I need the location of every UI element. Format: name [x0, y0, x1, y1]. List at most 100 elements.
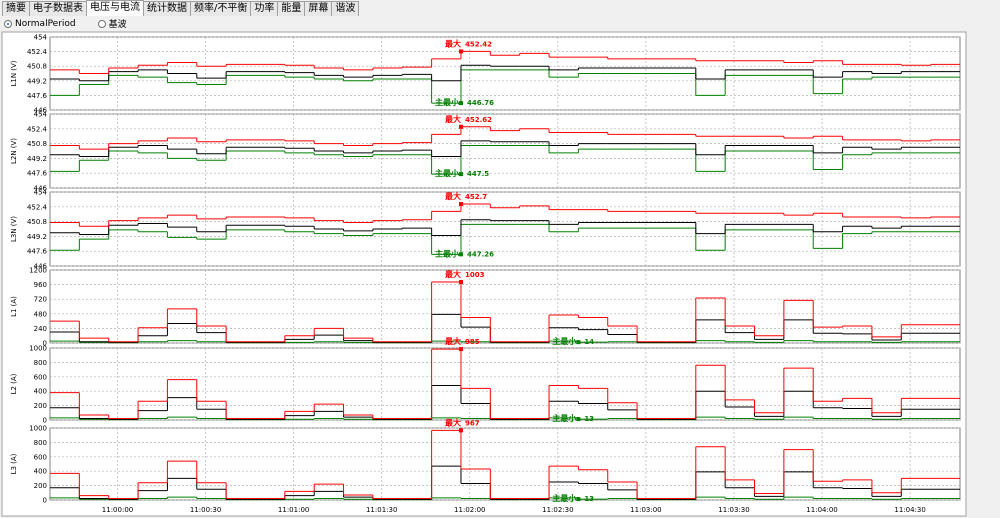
- annotation-label: 最大: [445, 336, 461, 346]
- y-tick-label: 0: [43, 417, 47, 425]
- annotation-marker: [458, 172, 463, 177]
- plot-frame: [49, 269, 961, 344]
- y-tick-label: 1200: [29, 267, 47, 275]
- annotation-marker: [458, 49, 463, 54]
- y-tick-label: 450.8: [27, 218, 47, 226]
- y-tick-label: 720: [34, 296, 47, 304]
- chart-panel: L2N (V) 446 447.6 449.2 450.8 452.4 454 最大 452.6…: [10, 111, 961, 193]
- tab[interactable]: 谐波: [331, 1, 360, 16]
- annotation-label: 主最小: [435, 168, 459, 178]
- y-tick-label: 449.2: [27, 155, 47, 163]
- tab[interactable]: 电压与电流: [86, 0, 144, 16]
- y-tick-label: 454: [34, 189, 48, 197]
- annotation-marker: [458, 279, 463, 284]
- plot-frame: [49, 191, 961, 267]
- radio-option[interactable]: NormalPeriod: [4, 17, 76, 30]
- y-tick-label: 446: [34, 185, 48, 193]
- y-tick-label: 1000: [29, 345, 47, 353]
- annotation-value: 452.62: [465, 116, 492, 124]
- y-tick-label: 446: [34, 107, 48, 115]
- annotation-label: 主最小: [435, 97, 459, 107]
- y-axis-label: L1 (A): [10, 296, 18, 317]
- x-tick-label: 11:01:00: [278, 506, 309, 514]
- annotation-value: 14: [584, 338, 594, 346]
- annotation-label: 最大: [445, 269, 461, 279]
- annotation-marker: [458, 347, 463, 352]
- annotation-value: 447.5: [467, 170, 489, 178]
- annotation-marker: [458, 252, 463, 257]
- plot-frame: [49, 36, 961, 111]
- y-tick-label: 240: [34, 325, 47, 333]
- chart-panel: L2 (A) 0 200 400 600 800 1000 最大 985 主最小 13: [10, 336, 961, 425]
- x-tick-label: 11:00:00: [102, 506, 133, 514]
- x-tick-label: 11:00:30: [190, 506, 221, 514]
- annotation-value: 13: [584, 415, 594, 423]
- y-tick-label: 0: [43, 340, 47, 348]
- y-tick-label: 400: [34, 468, 47, 476]
- annotation-label: 最大: [445, 114, 461, 124]
- tab-bar: 摘要 电子数据表 电压与电流 统计数据 频率/不平衡 功率 能量 屏幕 谐波: [2, 0, 360, 16]
- y-tick-label: 452.4: [27, 125, 48, 133]
- y-tick-label: 400: [34, 388, 47, 396]
- annotation-value: 447.26: [467, 250, 494, 258]
- x-tick-label: 11:03:00: [630, 506, 661, 514]
- y-tick-label: 452.4: [27, 48, 48, 56]
- annotation-value: 1003: [465, 271, 485, 279]
- plot-frame: [49, 113, 961, 189]
- y-tick-label: 480: [34, 310, 47, 318]
- y-tick-label: 1000: [29, 425, 47, 433]
- y-tick-label: 454: [34, 111, 48, 119]
- y-tick-label: 0: [43, 497, 47, 505]
- chart-panel: L3 (A) 0 200 400 600 800 1000 11:00:00 11:00:30 1…: [10, 417, 961, 514]
- annotation-marker: [458, 202, 463, 207]
- y-tick-label: 200: [34, 402, 47, 410]
- plot-frame: [49, 427, 961, 501]
- annotation-value: 985: [465, 338, 480, 346]
- x-tick-label: 11:01:30: [366, 506, 397, 514]
- y-axis-label: L2N (V): [10, 138, 18, 164]
- annotation-value: 446.76: [467, 99, 494, 107]
- x-tick-label: 11:04:00: [806, 506, 837, 514]
- radio-label: NormalPeriod: [15, 18, 76, 29]
- annotation-marker: [576, 417, 581, 422]
- y-axis-label: L1N (V): [10, 60, 18, 86]
- y-tick-label: 449.2: [27, 77, 47, 85]
- annotation-marker: [576, 497, 581, 502]
- annotation-value: 967: [465, 419, 480, 427]
- annotation-value: 452.42: [465, 40, 492, 48]
- y-tick-label: 452.4: [27, 203, 48, 211]
- annotation-marker: [458, 124, 463, 129]
- y-tick-label: 960: [34, 281, 47, 289]
- y-tick-label: 446: [34, 263, 48, 271]
- y-tick-label: 200: [34, 482, 47, 490]
- y-tick-label: 449.2: [27, 233, 47, 241]
- chart-panel: L3N (V) 446 447.6 449.2 450.8 452.4 454 最大 452.7…: [10, 189, 961, 271]
- plot-frame: [49, 347, 961, 421]
- y-axis-label: L3 (A): [10, 453, 18, 474]
- y-tick-label: 454: [34, 34, 48, 42]
- radio-option[interactable]: 基波: [97, 17, 127, 30]
- annotation-label: 主最小: [435, 248, 459, 258]
- y-axis-label: L2 (A): [10, 373, 18, 394]
- y-tick-label: 450.8: [27, 140, 47, 148]
- y-axis-label: L3N (V): [10, 216, 18, 242]
- y-tick-label: 450.8: [27, 63, 47, 71]
- annotation-value: 13: [584, 495, 594, 503]
- annotation-label: 最大: [445, 191, 461, 201]
- y-tick-label: 447.6: [27, 92, 48, 100]
- radio-dot[interactable]: [4, 19, 12, 28]
- x-tick-label: 11:03:30: [718, 506, 749, 514]
- annotation-marker: [458, 428, 463, 433]
- y-tick-label: 447.6: [27, 248, 48, 256]
- annotation-marker: [576, 340, 581, 345]
- y-tick-label: 800: [34, 359, 47, 367]
- annotation-marker: [458, 101, 463, 106]
- annotation-label: 最大: [445, 38, 461, 48]
- x-tick-label: 11:04:30: [894, 506, 925, 514]
- radio-row: NormalPeriod 基波: [4, 17, 127, 30]
- radio-dot[interactable]: [97, 19, 106, 28]
- chart-panel: L1N (V) 446 447.6 449.2 450.8 452.4 454 最大 452.4…: [10, 34, 961, 115]
- y-tick-label: 600: [34, 373, 47, 381]
